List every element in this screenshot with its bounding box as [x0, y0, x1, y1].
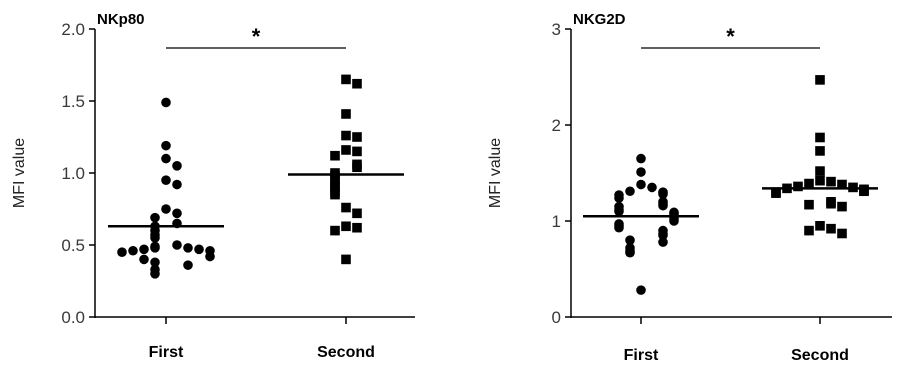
data-point-circle — [647, 182, 657, 193]
data-point-circle — [183, 260, 193, 270]
chart-title: NKG2D — [573, 11, 626, 28]
y-tick-label: 1 — [552, 212, 561, 231]
data-point-square — [771, 188, 781, 198]
data-point-square — [341, 254, 351, 265]
data-point-circle — [161, 153, 171, 164]
data-point-square — [341, 221, 351, 232]
data-point-square — [815, 175, 825, 186]
significance-star: * — [252, 24, 261, 49]
data-point-circle — [172, 161, 182, 171]
data-point-square — [815, 221, 825, 231]
data-point-circle — [172, 208, 182, 219]
data-point-square — [804, 225, 814, 236]
data-point-circle — [625, 186, 635, 197]
data-point-square — [815, 166, 825, 176]
data-point-square — [341, 74, 351, 85]
data-point-circle — [194, 244, 204, 255]
data-point-square — [330, 150, 340, 161]
data-point-circle — [614, 206, 624, 217]
data-point-square — [341, 202, 351, 213]
x-category-label: Second — [791, 347, 849, 364]
data-point-circle — [150, 212, 160, 223]
y-tick-label: 0.0 — [61, 308, 85, 327]
data-point-square — [341, 130, 351, 141]
data-point-square — [815, 75, 825, 85]
data-point-circle — [128, 245, 138, 256]
nkg2d-chart: 0 1 2 3 First Second NKG2D MFI value * — [487, 11, 892, 364]
data-point-square — [826, 198, 836, 209]
data-point-circle — [614, 222, 624, 233]
y-axis-label: MFI value — [11, 138, 28, 208]
data-point-square — [352, 162, 362, 173]
data-point-circle — [161, 204, 171, 214]
data-point-circle — [161, 175, 171, 185]
nkp80-chart: 0.0 0.5 1.0 1.5 2.0 First Second NKp80 MFI value… — [11, 11, 415, 361]
data-point-square — [804, 178, 814, 189]
y-axis-label: MFI value — [487, 138, 504, 208]
data-point-square — [341, 109, 351, 119]
data-point-circle — [150, 233, 160, 243]
data-point-square — [352, 222, 362, 233]
data-point-circle — [161, 140, 171, 151]
data-point-circle — [150, 257, 160, 268]
data-point-square — [330, 225, 340, 236]
data-point-circle — [625, 235, 635, 245]
data-point-square — [826, 176, 836, 187]
significance-star: * — [726, 24, 735, 49]
y-tick-label: 0.5 — [61, 236, 85, 255]
data-point-circle — [669, 216, 679, 226]
data-point-square — [804, 199, 814, 210]
data-point-circle — [636, 153, 646, 164]
data-point-square — [815, 132, 825, 143]
data-point-square — [815, 146, 825, 156]
data-point-square — [352, 132, 362, 142]
data-point-square — [793, 181, 803, 192]
data-point-circle — [172, 240, 182, 250]
data-point-circle — [205, 251, 215, 262]
data-point-square — [352, 146, 362, 157]
data-point-square — [859, 186, 869, 197]
y-tick-label: 1.0 — [61, 164, 85, 183]
data-point-circle — [183, 243, 193, 253]
data-point-circle — [658, 230, 668, 241]
data-point-circle — [139, 254, 149, 265]
data-point-circle — [150, 243, 160, 253]
data-point-square — [837, 228, 847, 239]
data-point-circle — [658, 200, 668, 211]
data-point-square — [330, 189, 340, 200]
y-tick-label: 1.5 — [61, 92, 85, 111]
data-point-circle — [625, 247, 635, 258]
data-point-circle — [139, 244, 149, 255]
data-point-circle — [636, 167, 646, 177]
data-point-circle — [117, 247, 127, 257]
data-point-square — [826, 223, 836, 234]
chart-title: NKp80 — [97, 11, 145, 28]
data-point-circle — [161, 97, 171, 108]
data-point-circle — [636, 179, 646, 190]
data-point-circle — [658, 189, 668, 199]
x-category-label: First — [624, 347, 659, 364]
y-tick-label: 2 — [552, 116, 561, 135]
data-point-circle — [658, 237, 668, 247]
x-category-label: First — [149, 344, 184, 361]
y-tick-label: 0 — [552, 308, 561, 327]
data-point-circle — [614, 193, 624, 203]
data-point-square — [352, 208, 362, 219]
data-point-square — [837, 201, 847, 212]
data-point-square — [837, 179, 847, 190]
data-point-circle — [172, 179, 182, 190]
data-point-circle — [150, 269, 160, 279]
data-point-square — [352, 78, 362, 89]
y-tick-label: 3 — [552, 20, 561, 39]
data-point-square — [341, 145, 351, 155]
y-tick-label: 2.0 — [61, 20, 85, 39]
x-category-label: Second — [317, 344, 375, 361]
data-point-circle — [636, 285, 646, 295]
